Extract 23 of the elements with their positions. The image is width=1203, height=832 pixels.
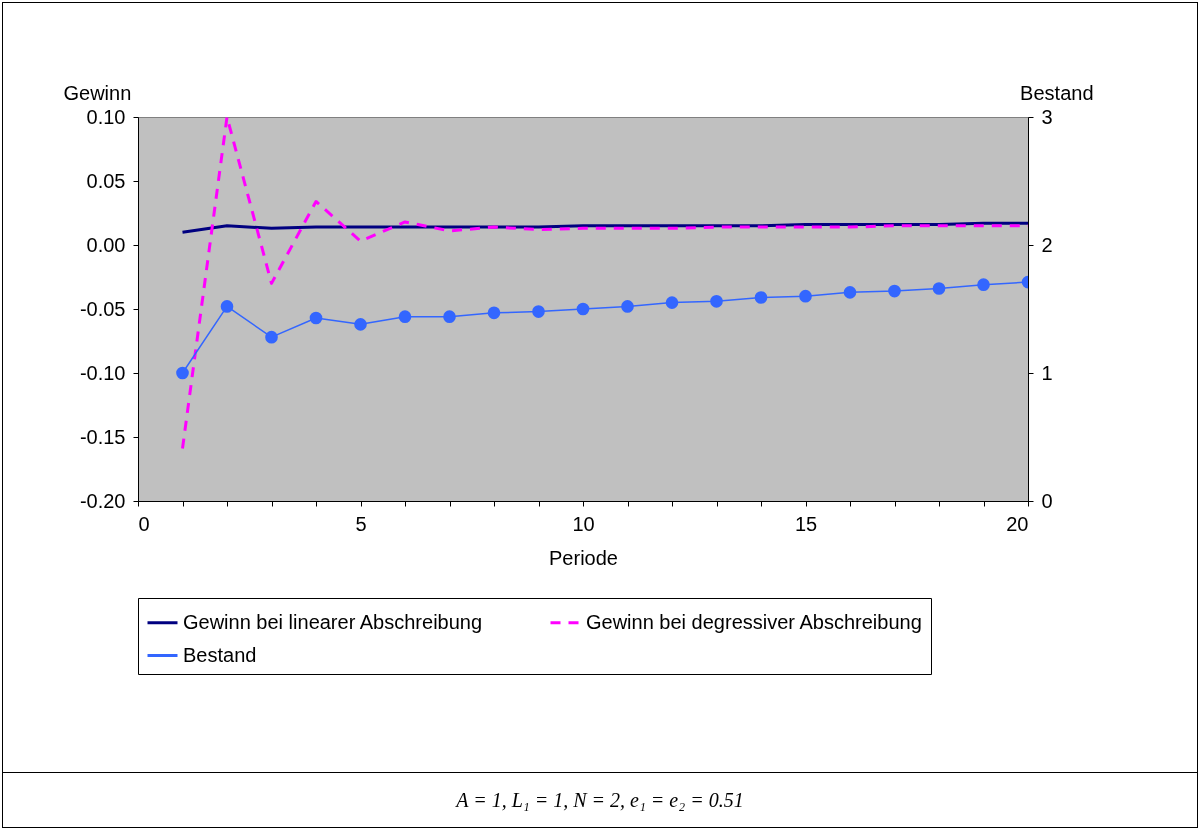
- y-tick-label: 0.00: [86, 233, 126, 256]
- y-tick-label: -0.20: [79, 489, 126, 512]
- legend-label: Gewinn bei linearer Abschreibung: [183, 610, 483, 633]
- x-tick-label: 10: [572, 512, 595, 535]
- legend-label: Bestand: [183, 643, 257, 666]
- y-tick-label: 0.10: [86, 105, 126, 128]
- y-tick-label: -0.05: [79, 297, 126, 320]
- y2-tick-label: 0: [1041, 489, 1053, 512]
- y2-tick-label: 3: [1041, 105, 1053, 128]
- x-tick-label: 5: [355, 512, 367, 535]
- y-tick-label: -0.15: [79, 425, 126, 448]
- x-tick-label: 0: [138, 512, 150, 535]
- legend-label: Gewinn bei degressiver Abschreibung: [586, 610, 922, 633]
- y2-tick-label: 2: [1041, 233, 1053, 256]
- y-axis-title: Gewinn: [63, 81, 132, 104]
- y-tick-label: 0.05: [86, 169, 126, 192]
- y2-axis-title: Bestand: [1020, 81, 1094, 104]
- x-tick-label: 15: [794, 512, 818, 535]
- x-axis-title: Periode: [549, 546, 618, 569]
- x-tick-label: 20: [1006, 512, 1029, 535]
- y2-tick-label: 1: [1041, 361, 1053, 384]
- text: A = 1, L₁ = 1, N = 2, e₁ = e₂ = 0.51: [3, 772, 1197, 827]
- y-tick-label: -0.10: [79, 361, 126, 384]
